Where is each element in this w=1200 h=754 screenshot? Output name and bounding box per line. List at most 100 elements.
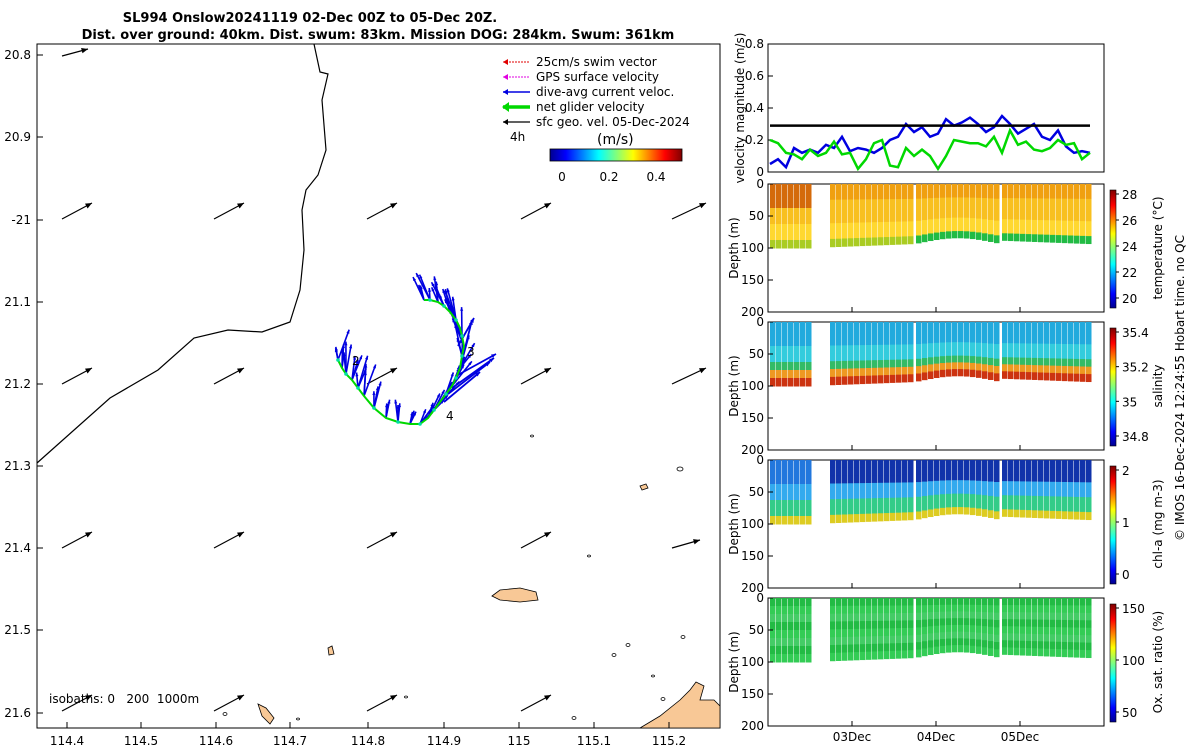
profile-cell [940, 205, 946, 212]
profile-cell [916, 460, 922, 468]
profile-cell [1086, 374, 1092, 382]
profile-cell [794, 378, 800, 387]
profile-cell [836, 345, 842, 353]
profile-cell [770, 654, 776, 663]
profile-cell [890, 184, 896, 192]
profile-cell [878, 606, 884, 614]
profile-cell [896, 207, 902, 215]
profile-cell [776, 208, 782, 217]
profile-cell [940, 467, 946, 474]
track-point [444, 392, 448, 396]
profile-cell [842, 192, 848, 200]
profile-cell [946, 336, 952, 343]
profile-cell [922, 612, 928, 620]
profile-cell [800, 484, 806, 493]
profile-cell [1050, 482, 1056, 490]
profile-cell [1032, 496, 1038, 504]
profile-cell [988, 191, 994, 199]
profile-cell [1014, 626, 1020, 634]
cbar-tick-label: 35.2 [1122, 361, 1149, 375]
profile-cell [928, 502, 934, 510]
profile-cell [1008, 640, 1014, 648]
profile-cell [896, 475, 902, 483]
profile-cell [1008, 474, 1014, 482]
profile-cell [1032, 482, 1038, 490]
depth-ylabel: Depth (m) [727, 355, 741, 416]
profile-cell [946, 218, 952, 225]
profile-cell [770, 208, 776, 217]
profile-cell [952, 349, 958, 356]
profile-cell [994, 620, 1000, 628]
profile-cell [1038, 234, 1044, 242]
profile-cell [946, 204, 952, 211]
profile-cell [1026, 510, 1032, 518]
profile-cell [890, 207, 896, 215]
profile-cell [958, 460, 964, 467]
profile-cell [854, 514, 860, 522]
profile-cell [902, 352, 908, 360]
profile-cell [830, 645, 836, 653]
profile-cell [884, 636, 890, 644]
profile-cell [1032, 358, 1038, 366]
profile-cell [890, 621, 896, 629]
profile-cell [922, 351, 928, 359]
profile-cell [884, 360, 890, 368]
profile-cell [830, 491, 836, 499]
profile-cell [952, 638, 958, 645]
profile-cell [952, 362, 958, 369]
profile-cell [934, 488, 940, 495]
profile-cell [860, 230, 866, 238]
profile-cell [872, 598, 878, 606]
profile-cell [890, 643, 896, 651]
profile-cell [994, 329, 1000, 337]
profile-cell [836, 322, 842, 330]
profile-cell [848, 322, 854, 330]
profile-cell [976, 467, 982, 474]
profile-cell [842, 231, 848, 239]
profile-cell [806, 224, 812, 233]
profile-cell [878, 330, 884, 338]
profile-cell [872, 199, 878, 207]
profile-cell [976, 212, 982, 219]
profile-cell [934, 191, 940, 198]
profile-cell [854, 499, 860, 507]
profile-cell [866, 345, 872, 353]
profile-cell [800, 224, 806, 233]
profile-cell [976, 502, 982, 509]
profile-cell [1062, 235, 1068, 243]
profile-cell [800, 468, 806, 477]
profile-cell [1026, 213, 1032, 221]
profile-cell [976, 598, 982, 605]
profile-cell [1062, 359, 1068, 367]
profile-cell [872, 207, 878, 215]
profile-cell [1062, 213, 1068, 221]
profile-cell [770, 224, 776, 233]
profile-cell [1044, 467, 1050, 475]
profile-cell [878, 230, 884, 238]
profile-cell [970, 349, 976, 356]
profile-cell [1080, 605, 1086, 613]
profile-cell [994, 598, 1000, 606]
profile-cell [1050, 329, 1056, 337]
profile-cell [1020, 648, 1026, 656]
profile-cell [1080, 475, 1086, 483]
profile-cell [940, 481, 946, 488]
profile-cell [988, 184, 994, 192]
profile-cell [1014, 329, 1020, 337]
profile-cell [806, 208, 812, 217]
profile-cell [800, 638, 806, 647]
profile-cell [890, 199, 896, 207]
profile-cell [836, 598, 842, 606]
profile-cell [878, 352, 884, 360]
profile-cell [800, 362, 806, 371]
profile-cell [1086, 329, 1092, 337]
profile-cell [952, 224, 958, 231]
profile-cell [800, 508, 806, 517]
profile-cell [860, 460, 866, 468]
cbar-tick-label: 150 [1122, 602, 1145, 616]
profile-cell [1056, 467, 1062, 475]
profile-cell [806, 606, 812, 615]
profile-cell [940, 598, 946, 605]
profile-cell [1026, 619, 1032, 627]
profile-cell [1080, 214, 1086, 222]
